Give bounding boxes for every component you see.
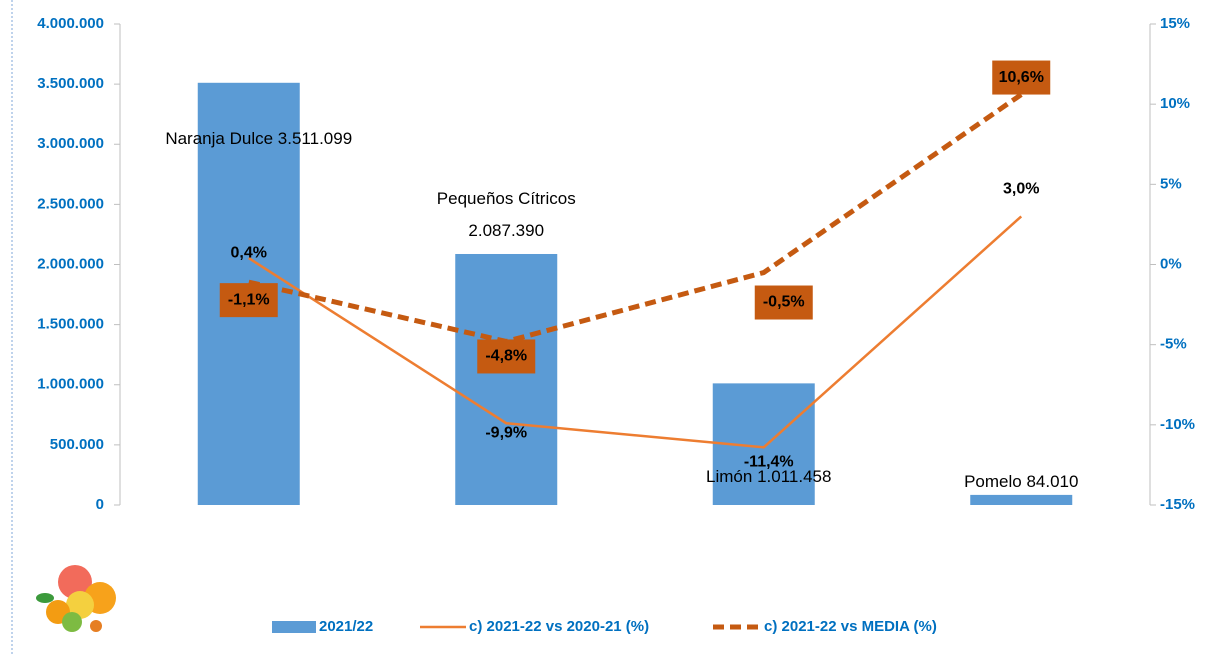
y2-tick-label: 15%	[1160, 15, 1190, 32]
value-label: 1.011.458	[757, 467, 831, 486]
y-tick-label: 500.000	[50, 436, 104, 453]
y2-tick-label: 5%	[1160, 175, 1182, 192]
y-tick-label: 4.000.000	[37, 15, 104, 32]
label-box	[754, 285, 813, 320]
category-label: Limón	[706, 467, 752, 486]
value-label: 84.010	[1026, 472, 1078, 491]
y2-tick-label: -5%	[1160, 336, 1187, 353]
legend-label: c) 2021-22 vs 2020-21 (%)	[469, 618, 649, 635]
category-label: Pomelo	[964, 472, 1022, 491]
data-label: Pomelo 84.010	[964, 472, 1078, 491]
point-label: 3,0%	[1003, 181, 1039, 198]
point-label: -1,1%	[228, 291, 270, 308]
y-tick-label: 1.500.000	[37, 316, 104, 333]
y-tick-label: 3.500.000	[37, 75, 104, 92]
line	[248, 92, 1023, 345]
y2-tick-label: 10%	[1160, 95, 1190, 112]
point-label: -0,5%	[763, 294, 805, 311]
fruit-icon	[36, 565, 116, 632]
value-label: 3.511.099	[278, 129, 352, 148]
y2-tick-label: -10%	[1160, 416, 1195, 433]
y-tick-label: 2.500.000	[37, 195, 104, 212]
point-label: -9,9%	[485, 424, 527, 441]
bar	[970, 494, 1073, 505]
label-box	[477, 339, 536, 374]
legend-label: 2021/22	[319, 618, 373, 635]
category-label: Pequeños Cítricos	[437, 189, 576, 208]
y2-tick-label: -15%	[1160, 496, 1195, 513]
legend-swatch	[272, 621, 316, 633]
point-label: 0,4%	[231, 244, 267, 261]
y-tick-label: 2.000.000	[37, 255, 104, 272]
y-tick-label: 3.000.000	[37, 135, 104, 152]
bar	[455, 253, 558, 505]
y2-tick-label: 0%	[1160, 255, 1182, 272]
point-label: -4,8%	[485, 348, 527, 365]
value-label: 2.087.390	[468, 221, 544, 240]
data-label: Pequeños Cítricos 2.087.390	[437, 189, 576, 240]
data-label: Limón 1.011.458	[706, 467, 831, 486]
line	[248, 215, 1023, 449]
point-label: 10,6%	[999, 69, 1044, 86]
label-box	[219, 283, 278, 318]
y-tick-label: 0	[96, 496, 104, 513]
label-box	[992, 60, 1051, 95]
category-label: Naranja Dulce	[165, 129, 273, 148]
data-label: Naranja Dulce 3.511.099	[165, 129, 352, 148]
y-tick-label: 1.000.000	[37, 376, 104, 393]
legend-label: c) 2021-22 vs MEDIA (%)	[764, 618, 937, 635]
point-label: -11,4%	[744, 453, 794, 470]
